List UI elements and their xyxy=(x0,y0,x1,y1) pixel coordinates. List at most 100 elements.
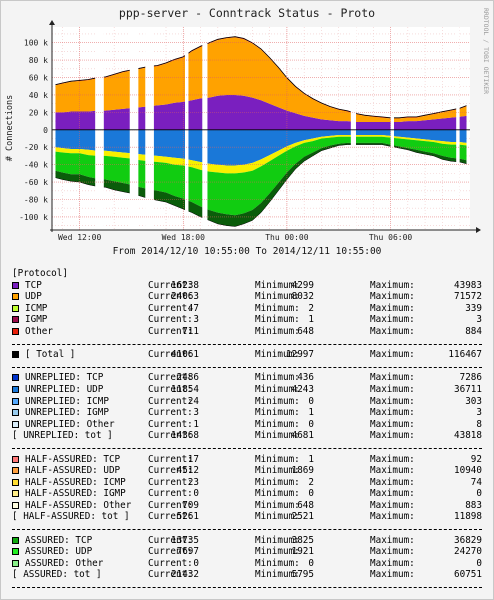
x-tick-label: Thu 06:00 xyxy=(369,233,413,242)
y-axis-label: # Connections xyxy=(5,95,15,162)
minimum-caption: Minimum: xyxy=(255,488,300,500)
y-tick-label: -80 k xyxy=(24,196,48,205)
legend-label: ASSURED: UDP xyxy=(25,546,93,558)
legend-swatch xyxy=(12,385,19,393)
maximum-value: 71572 xyxy=(454,291,482,303)
maximum-value: 884 xyxy=(465,325,482,337)
minimum-caption: Minimum: xyxy=(255,430,300,442)
y-tick-label: 0 xyxy=(43,126,48,135)
minimum-value: 1869 xyxy=(291,465,314,477)
maximum-value: 303 xyxy=(465,395,482,407)
minimum-value: 3825 xyxy=(291,534,314,546)
legend-row: UNREPLIED: UDP Current: 11854 Minimum: 4243 M… xyxy=(12,384,482,396)
maximum-caption: Maximum: xyxy=(370,488,415,500)
current-caption: Current: xyxy=(148,395,193,407)
negative-area-assured-tot xyxy=(55,136,467,216)
current-value: 711 xyxy=(182,325,199,337)
legend-label: [ ASSURED: tot ] xyxy=(12,569,102,581)
maximum-value: 7286 xyxy=(459,372,482,384)
maximum-value: 116467 xyxy=(448,349,482,361)
current-value: 11854 xyxy=(171,383,199,395)
legend-row: HALF-ASSURED: UDP Current: 4512 Minimum: 186… xyxy=(12,465,482,477)
legend-label: HALF-ASSURED: ICMP xyxy=(25,476,126,488)
legend-row: HALF-ASSURED: TCP Current: 17 Minimum: 1 Maxi… xyxy=(12,454,482,466)
maximum-value: 0 xyxy=(476,488,482,500)
minimum-caption: Minimum: xyxy=(255,499,300,511)
minimum-caption: Minimum: xyxy=(255,383,300,395)
x-tick-label: Thu 00:00 xyxy=(265,233,309,242)
maximum-caption: Maximum: xyxy=(370,349,415,361)
data-gap xyxy=(390,27,394,230)
maximum-caption: Maximum: xyxy=(370,279,415,291)
minimum-value: 4681 xyxy=(291,430,314,442)
legend-swatch xyxy=(12,455,19,463)
maximum-caption: Maximum: xyxy=(370,383,415,395)
legend-row: UDP Current: 24063 Minimum: 8032 Maximum: 7157… xyxy=(12,291,482,303)
legend-row: ASSURED: TCP Current: 13735 Minimum: 3825 Max… xyxy=(12,535,482,547)
current-value: 709 xyxy=(182,499,199,511)
maximum-value: 339 xyxy=(465,302,482,314)
minimum-caption: Minimum: xyxy=(255,453,300,465)
current-value: 14368 xyxy=(171,430,199,442)
positive-area-udp xyxy=(55,37,467,122)
maximum-caption: Maximum: xyxy=(370,453,415,465)
minimum-value: 1 xyxy=(308,453,314,465)
maximum-caption: Maximum: xyxy=(370,534,415,546)
y-tick-label: -100 k xyxy=(19,213,48,222)
legend-row: [ UNREPLIED: tot ] Current: 14368 Minimum: 4… xyxy=(12,430,482,442)
minimum-value: 648 xyxy=(297,325,314,337)
total-line xyxy=(55,36,467,119)
legend-label: ASSURED: TCP xyxy=(25,534,93,546)
current-value: 41061 xyxy=(171,349,199,361)
maximum-caption: Maximum: xyxy=(370,325,415,337)
legend-separator xyxy=(12,523,482,535)
maximum-caption: Maximum: xyxy=(370,372,415,384)
maximum-value: 10940 xyxy=(454,465,482,477)
negative-total-line xyxy=(55,144,467,227)
maximum-caption: Maximum: xyxy=(370,395,415,407)
current-caption: Current: xyxy=(148,465,193,477)
maximum-value: 11898 xyxy=(454,511,482,523)
chart-title: ppp-server - Conntrack Status - Proto xyxy=(119,6,375,20)
y-tick-label: -20 k xyxy=(24,143,48,152)
data-gap xyxy=(350,27,356,230)
minimum-caption: Minimum: xyxy=(255,325,300,337)
current-caption: Current: xyxy=(148,383,193,395)
legend-row: ASSURED: UDP Current: 7697 Minimum: 1921 Maxi… xyxy=(12,546,482,558)
legend-swatch xyxy=(12,409,19,417)
data-gap xyxy=(145,27,154,230)
current-caption: Current: xyxy=(148,314,193,326)
legend-label: ASSURED: Other xyxy=(25,557,104,569)
current-caption: Current: xyxy=(148,279,193,291)
minimum-value: 1 xyxy=(308,407,314,419)
data-gap xyxy=(456,27,460,230)
current-caption: Current: xyxy=(148,534,193,546)
legend-swatch xyxy=(12,478,19,486)
maximum-caption: Maximum: xyxy=(370,476,415,488)
legend-row: UNREPLIED: Other Current: 1 Minimum: 0 Maximu… xyxy=(12,419,482,431)
legend-label: TCP xyxy=(25,279,42,291)
current-caption: Current: xyxy=(148,476,193,488)
maximum-caption: Maximum: xyxy=(370,511,415,523)
maximum-caption: Maximum: xyxy=(370,314,415,326)
maximum-value: 92 xyxy=(470,453,482,465)
legend-swatch xyxy=(12,281,19,289)
minimum-value: 4243 xyxy=(291,383,314,395)
minimum-caption: Minimum: xyxy=(255,302,300,314)
legend-row: [ Total ] Current: 41061 Minimum: 12997 Maxim… xyxy=(12,349,482,361)
minimum-value: 0 xyxy=(308,488,314,500)
minimum-caption: Minimum: xyxy=(255,279,300,291)
minimum-caption: Minimum: xyxy=(255,372,300,384)
data-gap xyxy=(185,27,189,230)
legend-label: UDP xyxy=(25,291,42,303)
legend-row: Other Current: 711 Minimum: 648 Maximum: 884 xyxy=(12,326,482,338)
minimum-caption: Minimum: xyxy=(255,407,300,419)
legend-label: HALF-ASSURED: UDP xyxy=(25,465,121,477)
minimum-caption: Minimum: xyxy=(255,395,300,407)
current-value: 3 xyxy=(193,407,199,419)
data-gap xyxy=(95,27,104,230)
legend-swatch xyxy=(12,327,19,335)
current-value: 0 xyxy=(193,488,199,500)
minimum-caption: Minimum: xyxy=(255,465,300,477)
maximum-value: 36829 xyxy=(454,534,482,546)
